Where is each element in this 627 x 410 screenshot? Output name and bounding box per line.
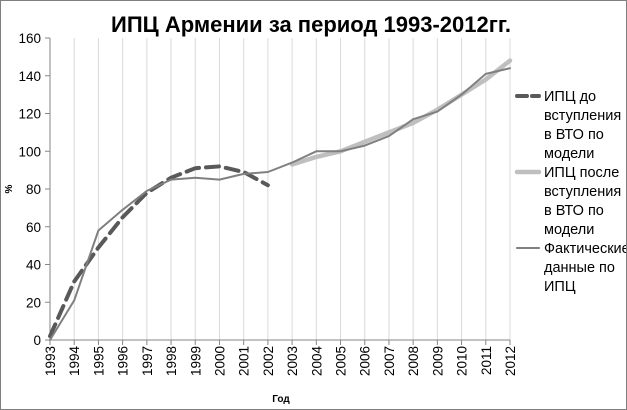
legend-label-line: вступления (544, 184, 621, 200)
chart-title: ИПЦ Армении за период 1993-2012гг. (111, 12, 511, 37)
x-tick-label: 2002 (261, 346, 276, 376)
legend-label-3: Фактические данные по ИПЦ (544, 241, 626, 295)
x-tick-label: 1995 (91, 346, 106, 376)
axes (49, 38, 510, 341)
legend-label-line: данные по (544, 260, 615, 276)
legend-label-line: вступления (544, 108, 621, 124)
legend-label-line: в ВТО по (544, 203, 604, 219)
legend: ИПЦ до вступления в ВТО по модели ИПЦ после в… (514, 89, 626, 295)
y-tick-label: 140 (18, 69, 41, 84)
series-line-2 (289, 58, 513, 167)
legend-label-line: ИПЦ до (544, 89, 596, 105)
y-tick-label: 120 (18, 107, 41, 122)
x-axis-label: Год (272, 394, 290, 405)
x-tick-label: 2007 (382, 346, 397, 376)
x-tick-label: 2010 (455, 346, 470, 376)
y-tick-label: 100 (18, 144, 41, 159)
y-tick-label: 80 (26, 182, 41, 197)
legend-label-1: ИПЦ до вступления в ВТО по модели (544, 89, 621, 162)
y-tick-label: 20 (26, 295, 41, 310)
y-tick-label: 160 (18, 31, 41, 46)
x-tick-label: 2001 (237, 346, 252, 376)
x-tick-label: 1993 (43, 346, 58, 376)
y-tick-label: 60 (26, 220, 41, 235)
x-tick-label: 2004 (309, 346, 324, 377)
series-group (48, 58, 513, 341)
legend-label-line: модели (544, 146, 594, 162)
x-tick-label: 1997 (140, 346, 155, 376)
x-tick-label: 2006 (358, 346, 373, 376)
series-line-3 (49, 67, 511, 341)
legend-label-line: ИПЦ после (544, 165, 619, 181)
y-tick-label: 0 (33, 333, 41, 348)
x-tick-label: 1994 (67, 346, 82, 377)
series-line-1 (48, 164, 270, 339)
y-axis-ticks: 0 20 40 60 80 100 120 140 160 (18, 31, 50, 348)
gridlines (49, 38, 511, 340)
x-axis-ticks: 1993 1994 1995 1996 1997 1998 1999 2000 2001 2002… (43, 340, 518, 376)
x-tick-label: 2009 (430, 346, 445, 376)
legend-label-line: ИПЦ (544, 279, 576, 295)
x-tick-label: 2012 (503, 346, 518, 376)
x-tick-label: 2000 (212, 346, 227, 376)
x-tick-label: 1996 (116, 346, 131, 376)
x-tick-label: 2011 (479, 346, 494, 375)
x-tick-label: 2005 (334, 346, 349, 376)
legend-label-line: Фактические (544, 241, 626, 257)
x-tick-label: 1998 (164, 346, 179, 376)
legend-label-line: в ВТО по (544, 127, 604, 143)
y-axis-label: % (4, 184, 15, 193)
x-tick-label: 2008 (406, 346, 421, 376)
legend-label-2: ИПЦ после вступления в ВТО по модели (544, 165, 621, 238)
x-tick-label: 2003 (285, 346, 300, 376)
x-tick-label: 1999 (188, 346, 203, 376)
legend-label-line: модели (544, 222, 594, 238)
y-tick-label: 40 (26, 258, 41, 273)
